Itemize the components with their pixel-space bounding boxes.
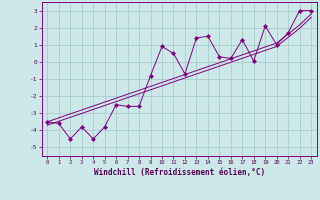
X-axis label: Windchill (Refroidissement éolien,°C): Windchill (Refroidissement éolien,°C) — [94, 168, 265, 177]
